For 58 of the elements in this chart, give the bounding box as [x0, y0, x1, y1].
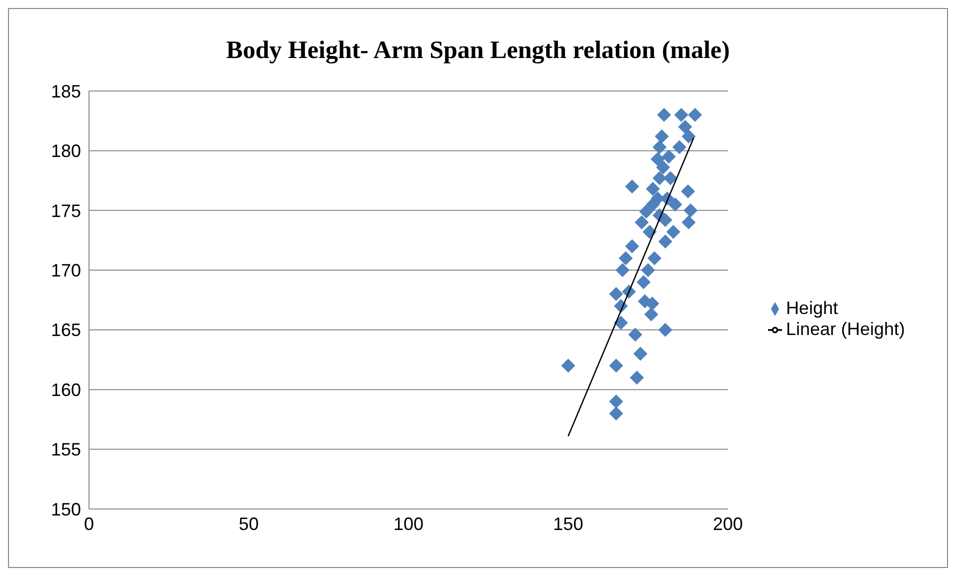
point: [666, 224, 680, 239]
legend-label: Linear (Height): [786, 319, 905, 339]
point: [688, 108, 702, 122]
y-tick-label: 155: [50, 440, 81, 460]
point: [628, 328, 642, 342]
point: [672, 140, 686, 154]
point: [616, 263, 630, 278]
x-tick-label: 0: [84, 514, 94, 534]
x-tick-label: 200: [712, 514, 743, 534]
point: [658, 234, 672, 248]
y-tick-label: 150: [50, 499, 81, 520]
point: [652, 171, 667, 186]
point: [682, 129, 696, 144]
legend-label: Height: [786, 298, 838, 318]
x-tick-label: 50: [238, 514, 259, 534]
point: [642, 224, 657, 239]
x-tick-label: 100: [393, 514, 424, 534]
point: [636, 275, 651, 290]
point: [682, 215, 696, 230]
point: [656, 160, 670, 174]
point: [652, 140, 667, 154]
point: [618, 251, 633, 266]
point: [658, 322, 672, 337]
chart-title: Body Height- Arm Span Length relation (male): [225, 36, 731, 66]
point: [678, 120, 692, 134]
point: [674, 108, 688, 122]
point: [684, 203, 698, 218]
point: [561, 358, 576, 373]
point: [625, 239, 640, 254]
point: [657, 108, 672, 122]
point: [645, 296, 660, 311]
point: [641, 263, 656, 278]
x-tick-label: 150: [553, 514, 584, 534]
y-tick-label: 180: [50, 141, 81, 162]
point: [663, 171, 678, 186]
point: [609, 358, 624, 373]
point: [609, 287, 624, 302]
point: [650, 152, 665, 166]
point: [681, 184, 696, 198]
point: [633, 346, 648, 361]
point: [630, 370, 644, 385]
point: [646, 182, 660, 196]
point: [625, 180, 640, 194]
y-tick-label: 175: [50, 200, 81, 221]
point: [644, 307, 658, 322]
point: [654, 129, 669, 144]
y-tick-label: 160: [50, 380, 81, 400]
y-tick-label: 165: [50, 320, 81, 340]
y-tick-label: 170: [50, 260, 81, 281]
point: [609, 394, 624, 409]
y-tick-label: 185: [50, 81, 81, 102]
point: [668, 197, 682, 212]
point: [609, 406, 624, 420]
point: [634, 215, 649, 230]
point: [614, 316, 628, 330]
point: [639, 204, 654, 219]
point: [647, 251, 662, 266]
point: [662, 150, 676, 164]
